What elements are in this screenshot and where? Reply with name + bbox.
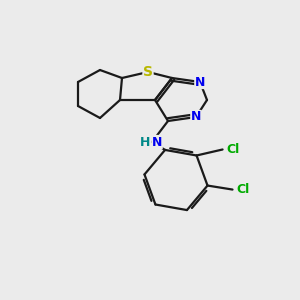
- Text: Cl: Cl: [236, 183, 249, 196]
- Text: Cl: Cl: [226, 143, 239, 156]
- Text: N: N: [152, 136, 162, 148]
- Text: H: H: [140, 136, 150, 148]
- Text: S: S: [143, 65, 153, 79]
- Text: N: N: [191, 110, 201, 124]
- Text: N: N: [195, 76, 205, 88]
